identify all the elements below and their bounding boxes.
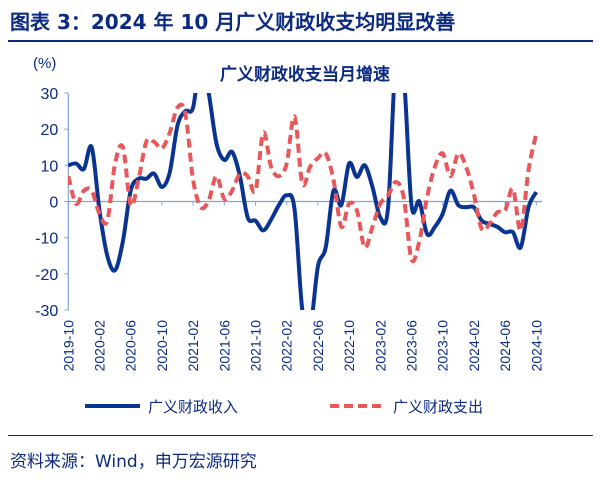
title-divider (8, 40, 593, 42)
y-tick-label: 20 (41, 122, 59, 139)
x-tick-label: 2024-10 (528, 320, 544, 372)
x-tick-label: 2022-06 (310, 320, 326, 372)
chart-title: 广义财政收支当月增速 (220, 64, 390, 84)
legend-label-income: 广义财政收入 (148, 399, 238, 416)
x-tick-label: 2020-02 (92, 320, 108, 372)
x-tick-label: 2023-10 (435, 320, 451, 372)
x-tick-label: 2024-06 (497, 320, 513, 372)
x-tick-label: 2021-02 (185, 320, 201, 372)
x-tick-label: 2023-02 (372, 320, 388, 372)
x-tick-label: 2022-02 (279, 320, 295, 372)
legend: 广义财政收入 广义财政支出 (85, 399, 483, 416)
footer-divider (8, 435, 593, 436)
y-tick-label: -30 (35, 303, 58, 320)
y-tick-label: -10 (35, 231, 58, 248)
y-tick-label: 0 (49, 195, 58, 212)
x-tick-label: 2020-10 (154, 320, 170, 372)
series-line-income (68, 93, 539, 310)
x-tick-label: 2020-06 (123, 320, 139, 372)
figure-title: 图表 3：2024 年 10 月广义财政收支均明显改善 (10, 10, 456, 34)
x-tick-label: 2021-06 (216, 320, 232, 372)
y-axis-unit: (%) (33, 55, 56, 72)
x-tick-label: 2019-10 (60, 320, 76, 372)
y-tick-label: 10 (41, 158, 59, 175)
source-note: 资料来源：Wind，申万宏源研究 (10, 452, 257, 472)
series-line-expenditure (68, 102, 539, 264)
legend-label-expenditure: 广义财政支出 (393, 399, 483, 416)
x-tick-label: 2022-10 (341, 320, 357, 372)
x-tick-label: 2023-06 (404, 320, 420, 372)
y-tick-label: 30 (41, 86, 59, 103)
x-tick-label: 2024-02 (466, 320, 482, 372)
y-tick-label: -20 (35, 267, 58, 284)
x-tick-label: 2021-10 (248, 320, 264, 372)
